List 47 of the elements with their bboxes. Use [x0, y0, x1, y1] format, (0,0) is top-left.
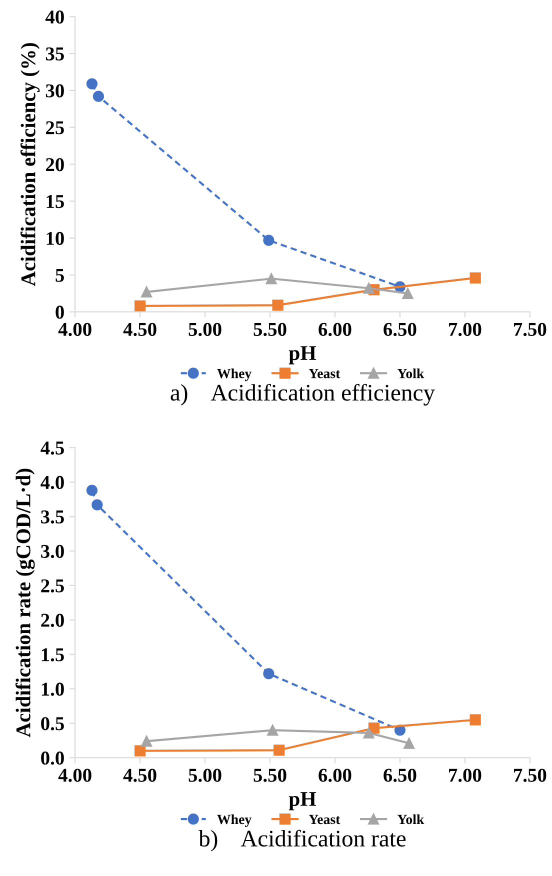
legend-label: Yeast: [308, 368, 340, 378]
y-tick-label: 3.5: [41, 510, 64, 524]
text: b) Acidification rate: [198, 830, 406, 852]
x-tick-label: 6.50: [384, 768, 416, 782]
y-axis-title: Acidification efficiency (%): [20, 43, 40, 286]
y-tick-label: 15: [46, 195, 64, 208]
legend-label: Yolk: [397, 368, 424, 378]
legend-label: Whey: [217, 368, 252, 382]
y-tick-label: 30: [46, 84, 64, 98]
y-axis-title: Acidification rate (gCOD/L·d): [16, 468, 35, 738]
y-tick-label: 3.0: [41, 544, 64, 558]
y-tick-label: 0: [56, 306, 64, 319]
y-tick-label: 4.5: [40, 442, 64, 455]
y-tick-label: 0.0: [41, 752, 64, 765]
x-tick-label: 6.00: [318, 322, 352, 336]
y-tick-label: 4.0: [40, 476, 64, 490]
x-tick-label: 6.50: [384, 322, 416, 336]
x-tick-label: 4.50: [123, 768, 156, 782]
x-tick-label: 7.00: [449, 768, 482, 782]
x-tick-label: 7.50: [514, 768, 546, 782]
x-axis-title: pH: [288, 346, 316, 364]
y-tick-label: 40: [45, 10, 64, 24]
y-tick-label: 35: [46, 47, 64, 60]
y-tick-label: 1.5: [42, 648, 64, 662]
x-tick-label: 6.00: [318, 768, 352, 782]
x-tick-label: 4.50: [123, 322, 156, 336]
legend-label: Yeast: [308, 814, 340, 824]
legend-label: Whey: [217, 814, 252, 827]
y-tick-label: 0.5: [41, 717, 64, 730]
x-tick-label: 7.00: [449, 322, 482, 336]
y-tick-label: 10: [46, 232, 64, 245]
y-tick-label: 1.0: [42, 682, 64, 696]
text: a) Acidification efficiency: [170, 384, 435, 406]
x-tick-label: 5.00: [188, 768, 222, 782]
x-tick-label: 5.50: [254, 768, 286, 782]
y-tick-label: 2.0: [41, 614, 64, 627]
x-tick-label: 4.00: [58, 322, 92, 336]
y-tick-label: 25: [46, 121, 64, 134]
x-tick-label: 5.50: [254, 322, 286, 336]
y-tick-label: 2.5: [41, 579, 64, 592]
x-tick-label: 5.00: [188, 322, 222, 336]
y-tick-label: 20: [46, 158, 64, 172]
x-axis-title: pH: [288, 792, 316, 810]
y-tick-label: 5: [56, 268, 64, 282]
legend-label: Yolk: [397, 814, 424, 824]
x-tick-label: 7.50: [514, 322, 546, 336]
x-tick-label: 4.00: [58, 768, 92, 782]
